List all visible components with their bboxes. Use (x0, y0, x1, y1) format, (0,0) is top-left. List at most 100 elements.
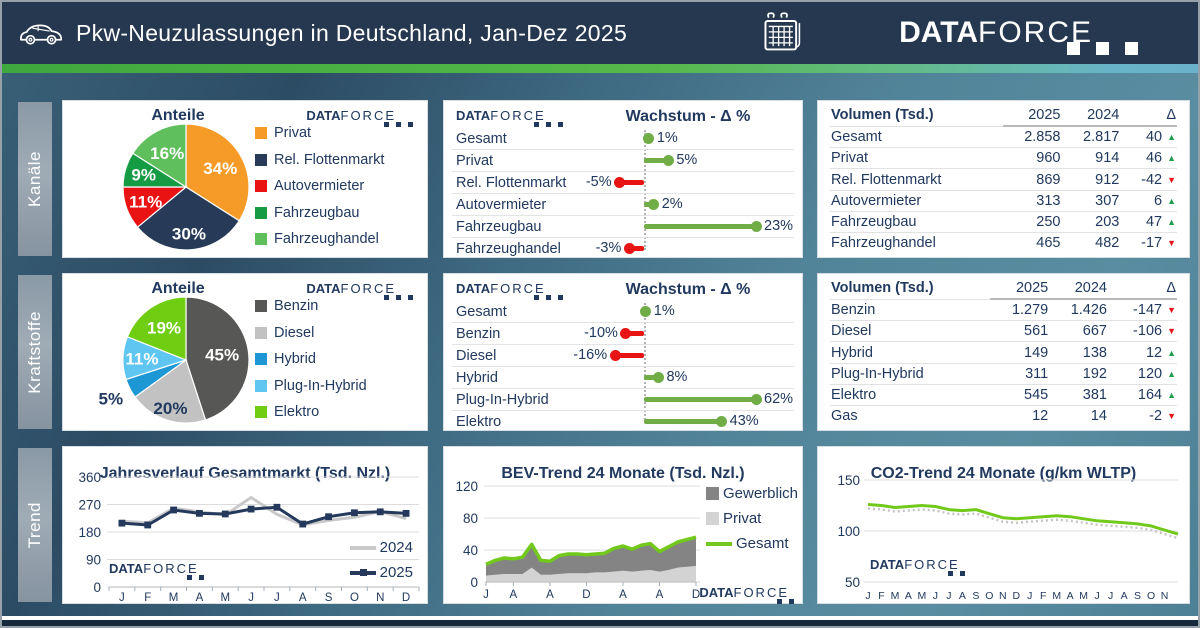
triangle-up-icon: ▲ (1167, 216, 1176, 227)
chart-title: Wachstum - Δ % (625, 281, 751, 298)
x-tick-label: F (1040, 590, 1046, 602)
table-row: Plug-In-Hybrid 311 192 120 ▲ (830, 362, 1177, 385)
value-2025: 313 (1002, 189, 1062, 212)
trend-dotted-line (867, 507, 1179, 540)
growth-value: 8% (666, 368, 688, 385)
growth-stem (644, 224, 756, 229)
value-2024: 1.426 (1049, 298, 1108, 321)
value-2025: 2.858 (1002, 125, 1062, 148)
value-2024: 381 (1049, 383, 1108, 406)
x-tick-label: S (1134, 590, 1141, 602)
growth-row-Privat: Privat 5% (452, 150, 794, 172)
y-tick-label: 80 (463, 511, 478, 526)
x-tick-label: F (878, 590, 884, 602)
growth-value: 62% (764, 390, 794, 407)
marker-2025 (170, 506, 177, 514)
legend-label: Benzin (274, 298, 319, 314)
bev-area-chart: 0 40 80 120 J A A D A A D (455, 479, 700, 601)
kraftstoffe-volumen-card: Volumen (Tsd.) 2025 2024 Δ Benzin 1.279 1.426-… (817, 273, 1190, 431)
legend-line-sample (349, 545, 376, 550)
growth-row-Gesamt: Gesamt 1% (452, 301, 794, 323)
value-2024: 203 (1061, 210, 1121, 233)
legend-swatch (706, 487, 719, 500)
growth-marker (716, 416, 728, 427)
triangle-down-icon: ▼ (1167, 326, 1176, 337)
legend-item-Elektro: Elektro (255, 404, 421, 420)
growth-stem (644, 158, 669, 163)
growth-stem (615, 353, 644, 358)
legend-label: Gesamt (736, 535, 789, 552)
legend-label: Plug-In-Hybrid (274, 377, 367, 394)
x-tick-label: A (299, 592, 307, 603)
x-tick-label: N (376, 592, 384, 603)
pie-label: 16% (150, 144, 184, 163)
growth-marker (750, 221, 762, 232)
legend-item-Diesel: Diesel (255, 325, 421, 341)
jahresverlauf-card: Jahresverlauf Gesamtmarkt (Tsd. Nzl.) 0 9… (62, 446, 428, 604)
value-2025: 561 (990, 320, 1050, 342)
growth-stem (644, 397, 756, 402)
chart-title: Jahresverlauf Gesamtmarkt (Tsd. Nzl.) (99, 465, 391, 483)
growth-row-Plug-In-Hybrid: Plug-In-Hybrid 62% (452, 389, 794, 411)
value-2025: 1.279 (990, 298, 1050, 321)
x-tick-label: N (1161, 590, 1169, 602)
table-row: Benzin 1.279 1.426 -147 ▼ (830, 298, 1177, 321)
marker-2025 (402, 509, 410, 517)
x-tick-label: D (402, 592, 410, 603)
pie-slice-Elektro (126, 296, 187, 361)
growth-marker (652, 372, 664, 383)
legend-label: Autovermieter (274, 178, 365, 194)
area-gewerblich (486, 537, 696, 576)
delta-value: 47 ▲ (1120, 210, 1177, 233)
growth-category-label: Diesel (456, 347, 497, 364)
x-tick-label: A (196, 592, 204, 603)
co2-line (867, 503, 1179, 536)
x-tick-label: M (1052, 590, 1061, 602)
legend-swatch (255, 326, 267, 339)
growth-marker (640, 306, 652, 317)
value-2025: 465 (1002, 231, 1062, 253)
bev-trend-card: BEV-Trend 24 Monate (Tsd. Nzl.) 0 40 80 120… (443, 446, 803, 604)
value-2024: 14 (1049, 404, 1108, 426)
delta-value: -106 ▼ (1108, 320, 1177, 342)
header-divider (2, 64, 1198, 73)
pie-slice-Rel. Flottenmarkt (136, 186, 241, 251)
dataforce-logo: DATA FORCE (870, 557, 965, 576)
x-tick-label: N (999, 590, 1007, 602)
row-label: Rel. Flottenmarkt (830, 168, 1003, 191)
delta-value: -2 ▼ (1108, 404, 1177, 426)
marker-2025 (299, 520, 307, 528)
chart-title: CO2-Trend 24 Monate (g/km WLTP) (870, 465, 1137, 483)
growth-category-label: Fahrzeugbau (456, 218, 542, 235)
growth-category-label: Plug-In-Hybrid (456, 391, 549, 408)
pie-label: 19% (147, 319, 181, 338)
legend-line-sample (349, 568, 376, 576)
chart-title: Anteile (151, 107, 205, 124)
volumen-data-table: Volumen (Tsd.) 2025 2024 Δ Gesamt 2.858 2.817 4… (830, 105, 1177, 253)
calendar-icon (764, 12, 801, 51)
pie-slice-Diesel (134, 359, 207, 424)
table-header: Volumen (Tsd.) (831, 107, 934, 124)
triangle-up-icon: ▲ (1167, 368, 1176, 379)
growth-category-label: Autovermieter (456, 196, 547, 213)
growth-category-label: Gesamt (456, 130, 507, 147)
x-tick-label: M (220, 592, 230, 603)
line-gesamt (485, 535, 697, 567)
x-tick-label: S (325, 592, 333, 603)
chart-title: Anteile (151, 280, 205, 297)
jahresverlauf-line-chart: 0 90 180 270 360 J F M A M J J A S O N D (78, 470, 420, 603)
value-2025: 250 (1002, 210, 1062, 233)
wachstum-lollipop-chart: Gesamt 1% Privat 5% Rel. Flottenmarkt -5% Auto… (452, 128, 794, 257)
legend-swatch (255, 233, 267, 245)
table-header: Volumen (Tsd.) (831, 280, 934, 297)
x-tick-label: J (865, 590, 870, 602)
legend-swatch (255, 127, 267, 139)
kraftstoffe-wachstum-card: DATA FORCE Wachstum - Δ % Gesamt 1% Benzin -… (443, 273, 803, 431)
y-tick-label: 0 (93, 580, 101, 595)
value-2024: 667 (1049, 320, 1108, 342)
table-header: 2024 (1049, 278, 1108, 301)
pie-label: 45% (205, 345, 239, 364)
pie-label: 30% (172, 225, 206, 244)
table-row: Elektro 545 381 164 ▲ (830, 383, 1177, 406)
table-header: 2024 (1061, 105, 1121, 128)
